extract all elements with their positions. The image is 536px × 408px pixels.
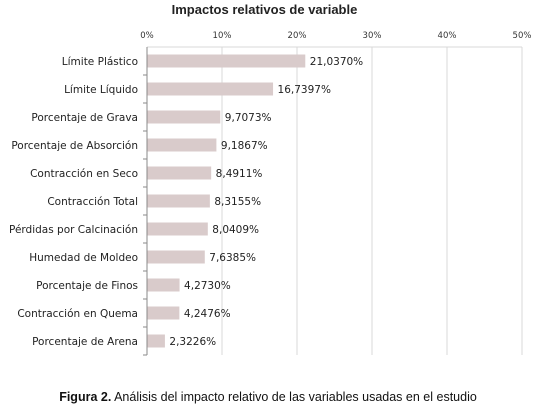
bar	[147, 110, 221, 124]
category-label: Límite Plástico	[62, 56, 138, 68]
bar	[147, 138, 217, 152]
bar	[147, 82, 274, 96]
data-label: 7,6385%	[209, 252, 256, 264]
caption-text: Análisis del impacto relativo de las var…	[114, 390, 477, 404]
chart-title: Impactos relativos de variable	[172, 2, 358, 17]
x-tick-label: 20%	[288, 31, 307, 41]
bar	[147, 222, 208, 236]
bar	[147, 306, 180, 320]
category-label: Porcentaje de Arena	[32, 336, 138, 348]
category-label: Contracción en Quema	[17, 308, 138, 320]
bar	[147, 250, 205, 264]
bar	[147, 278, 180, 292]
data-label: 8,0409%	[212, 224, 259, 236]
bar	[147, 54, 306, 68]
bar	[147, 334, 165, 348]
x-tick-label: 10%	[213, 31, 232, 41]
category-label: Humedad de Moldeo	[29, 252, 138, 264]
x-tick-label: 30%	[363, 31, 382, 41]
data-label: 8,4911%	[216, 168, 263, 180]
category-label: Porcentaje de Grava	[31, 112, 138, 124]
x-tick-label: 50%	[513, 31, 532, 41]
category-label: Pérdidas por Calcinación	[9, 224, 138, 236]
data-label: 21,0370%	[310, 56, 363, 68]
bar-chart: Impactos relativos de variable 0% 10% 20% 30…	[9, 2, 532, 356]
x-tick-label: 40%	[438, 31, 457, 41]
data-label: 2,3226%	[169, 336, 216, 348]
category-label: Porcentaje de Absorción	[11, 140, 138, 152]
category-label: Contracción en Seco	[30, 168, 138, 180]
category-label: Porcentaje de Finos	[36, 280, 138, 292]
bar	[147, 194, 210, 208]
category-label: Límite Líquido	[64, 84, 138, 96]
data-label: 9,1867%	[221, 140, 268, 152]
data-label: 8,3155%	[214, 196, 261, 208]
category-label: Contracción Total	[47, 196, 138, 208]
data-label: 4,2476%	[184, 308, 231, 320]
caption-label: Figura 2.	[59, 390, 112, 404]
x-tick-label: 0%	[140, 31, 154, 41]
data-label: 9,7073%	[225, 112, 272, 124]
bar	[147, 166, 212, 180]
figure-caption: Figura 2. Análisis del impacto relativo …	[0, 390, 536, 404]
data-label: 4,2730%	[184, 280, 231, 292]
data-label: 16,7397%	[278, 84, 331, 96]
